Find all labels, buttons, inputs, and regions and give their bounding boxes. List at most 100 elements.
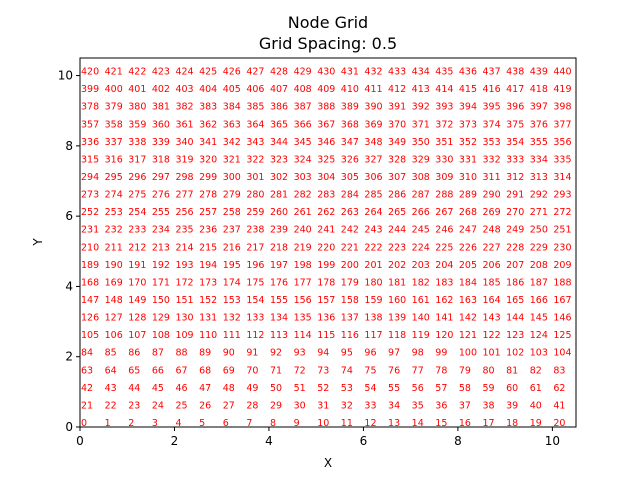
node-label-231: 231 xyxy=(81,225,99,236)
node-label-326: 326 xyxy=(341,154,359,165)
node-label-57: 57 xyxy=(435,383,447,394)
node-label-15: 15 xyxy=(435,418,447,429)
node-label-6: 6 xyxy=(223,418,229,429)
node-label-193: 193 xyxy=(175,260,193,271)
y-axis: 0 2 4 6 8 10 xyxy=(58,69,80,434)
node-label-16: 16 xyxy=(459,418,471,429)
node-label-88: 88 xyxy=(175,348,187,359)
node-label-99: 99 xyxy=(435,348,447,359)
node-label-298: 298 xyxy=(175,172,193,183)
node-label-152: 152 xyxy=(199,295,217,306)
node-label-118: 118 xyxy=(388,330,406,341)
node-label-367: 367 xyxy=(317,119,335,130)
node-label-380: 380 xyxy=(128,102,146,113)
node-label-93: 93 xyxy=(294,348,306,359)
node-label-286: 286 xyxy=(388,190,406,201)
node-label-301: 301 xyxy=(246,172,264,183)
node-label-55: 55 xyxy=(388,383,400,394)
node-label-273: 273 xyxy=(81,190,99,201)
node-label-259: 259 xyxy=(246,207,264,218)
node-label-306: 306 xyxy=(364,172,382,183)
node-label-347: 347 xyxy=(341,137,359,148)
node-label-163: 163 xyxy=(459,295,477,306)
node-label-160: 160 xyxy=(388,295,406,306)
node-label-124: 124 xyxy=(530,330,548,341)
node-label-270: 270 xyxy=(506,207,524,218)
node-label-433: 433 xyxy=(388,67,406,78)
node-label-353: 353 xyxy=(483,137,501,148)
node-label-147: 147 xyxy=(81,295,99,306)
node-label-415: 415 xyxy=(459,84,477,95)
node-label-277: 277 xyxy=(175,190,193,201)
plot-frame xyxy=(79,57,577,428)
node-label-225: 225 xyxy=(435,242,453,253)
node-label-1: 1 xyxy=(105,418,111,429)
node-label-33: 33 xyxy=(364,400,376,411)
node-label-200: 200 xyxy=(341,260,359,271)
node-label-17: 17 xyxy=(483,418,495,429)
node-label-334: 334 xyxy=(530,154,548,165)
node-label-246: 246 xyxy=(435,225,453,236)
node-label-282: 282 xyxy=(294,190,312,201)
node-label-187: 187 xyxy=(530,277,548,288)
node-label-64: 64 xyxy=(105,365,117,376)
node-label-323: 323 xyxy=(270,154,288,165)
node-label-208: 208 xyxy=(530,260,548,271)
y-tick-label: 10 xyxy=(58,69,73,83)
node-label-345: 345 xyxy=(294,137,312,148)
node-label-437: 437 xyxy=(483,67,501,78)
node-label-423: 423 xyxy=(152,67,170,78)
node-label-431: 431 xyxy=(341,67,359,78)
node-label-271: 271 xyxy=(530,207,548,218)
node-label-283: 283 xyxy=(317,190,335,201)
node-label-314: 314 xyxy=(553,172,571,183)
node-label-358: 358 xyxy=(105,119,123,130)
node-label-439: 439 xyxy=(530,67,548,78)
node-label-77: 77 xyxy=(412,365,424,376)
node-label-78: 78 xyxy=(435,365,447,376)
node-label-25: 25 xyxy=(175,400,187,411)
node-label-405: 405 xyxy=(223,84,241,95)
node-label-383: 383 xyxy=(199,102,217,113)
node-label-351: 351 xyxy=(435,137,453,148)
node-label-309: 309 xyxy=(435,172,453,183)
y-tick-label: 4 xyxy=(65,279,73,293)
node-label-332: 332 xyxy=(483,154,501,165)
node-label-95: 95 xyxy=(341,348,353,359)
node-label-97: 97 xyxy=(388,348,400,359)
node-label-429: 429 xyxy=(294,67,312,78)
node-label-133: 133 xyxy=(246,313,264,324)
node-label-173: 173 xyxy=(199,277,217,288)
node-label-403: 403 xyxy=(175,84,193,95)
node-label-115: 115 xyxy=(317,330,335,341)
node-label-378: 378 xyxy=(81,102,99,113)
node-label-342: 342 xyxy=(223,137,241,148)
node-label-339: 339 xyxy=(152,137,170,148)
node-label-299: 299 xyxy=(199,172,217,183)
node-label-333: 333 xyxy=(506,154,524,165)
x-tick-label: 10 xyxy=(545,434,560,448)
node-label-325: 325 xyxy=(317,154,335,165)
node-label-141: 141 xyxy=(435,313,453,324)
node-label-65: 65 xyxy=(128,365,140,376)
node-label-41: 41 xyxy=(553,400,565,411)
node-label-343: 343 xyxy=(246,137,264,148)
node-label-74: 74 xyxy=(341,365,353,376)
node-label-199: 199 xyxy=(317,260,335,271)
node-label-176: 176 xyxy=(270,277,288,288)
node-label-49: 49 xyxy=(246,383,258,394)
node-label-215: 215 xyxy=(199,242,217,253)
node-label-422: 422 xyxy=(128,67,146,78)
node-label-357: 357 xyxy=(81,119,99,130)
node-label-84: 84 xyxy=(81,348,93,359)
node-label-169: 169 xyxy=(105,277,123,288)
node-label-83: 83 xyxy=(553,365,565,376)
node-label-241: 241 xyxy=(317,225,335,236)
node-label-27: 27 xyxy=(223,400,235,411)
node-label-101: 101 xyxy=(483,348,501,359)
node-label-219: 219 xyxy=(294,242,312,253)
node-label-63: 63 xyxy=(81,365,93,376)
node-label-413: 413 xyxy=(412,84,430,95)
node-label-183: 183 xyxy=(435,277,453,288)
node-label-355: 355 xyxy=(530,137,548,148)
